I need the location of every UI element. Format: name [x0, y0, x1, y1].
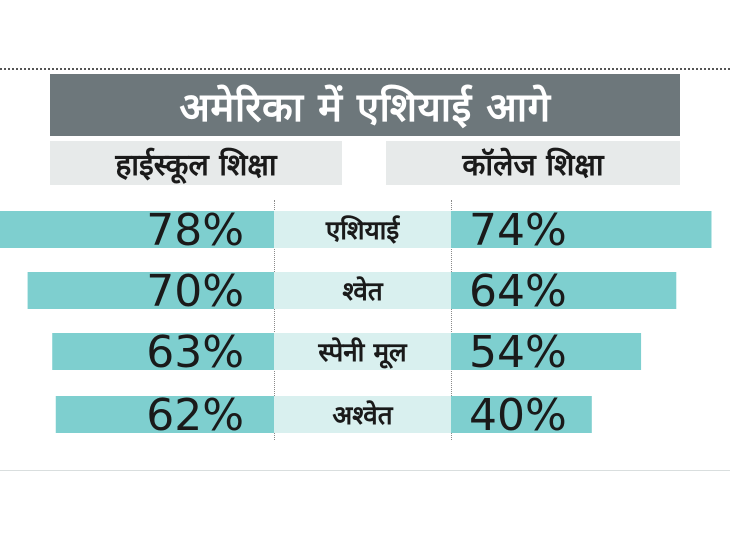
- college-value-label: 54%: [469, 327, 567, 378]
- category-label-bg: [274, 333, 451, 370]
- highschool-bar: [0, 211, 274, 248]
- category-label: एशियाई: [325, 215, 401, 246]
- header-college: कॉलेज शिक्षा: [386, 141, 680, 185]
- header-highschool: हाईस्कूल शिक्षा: [50, 141, 342, 185]
- highschool-value-label: 70%: [146, 266, 244, 317]
- highschool-bar: [27, 272, 274, 309]
- college-bar: [451, 272, 677, 309]
- top-dotted-rule: [0, 68, 730, 70]
- right-divider: [451, 200, 452, 440]
- college-value-label: 74%: [469, 205, 567, 256]
- category-label: स्पेनी मूल: [317, 337, 408, 369]
- category-label: अश्वेत: [332, 400, 393, 431]
- highschool-bar: [55, 396, 275, 433]
- left-divider: [274, 200, 275, 440]
- bottom-rule: [0, 470, 730, 471]
- category-label-bg: [274, 272, 451, 309]
- chart-title: अमेरिका में एशियाई आगे: [50, 74, 680, 136]
- highschool-value-label: 62%: [146, 390, 244, 441]
- category-label-bg: [274, 211, 451, 248]
- college-bar: [451, 211, 712, 248]
- category-label-bg: [274, 396, 451, 433]
- college-bar: [451, 333, 642, 370]
- college-bar: [451, 396, 592, 433]
- college-value-label: 40%: [469, 390, 567, 441]
- highschool-value-label: 78%: [146, 205, 244, 256]
- college-value-label: 64%: [469, 266, 567, 317]
- category-label: श्वेत: [342, 276, 384, 307]
- highschool-value-label: 63%: [146, 327, 244, 378]
- highschool-bar: [52, 333, 274, 370]
